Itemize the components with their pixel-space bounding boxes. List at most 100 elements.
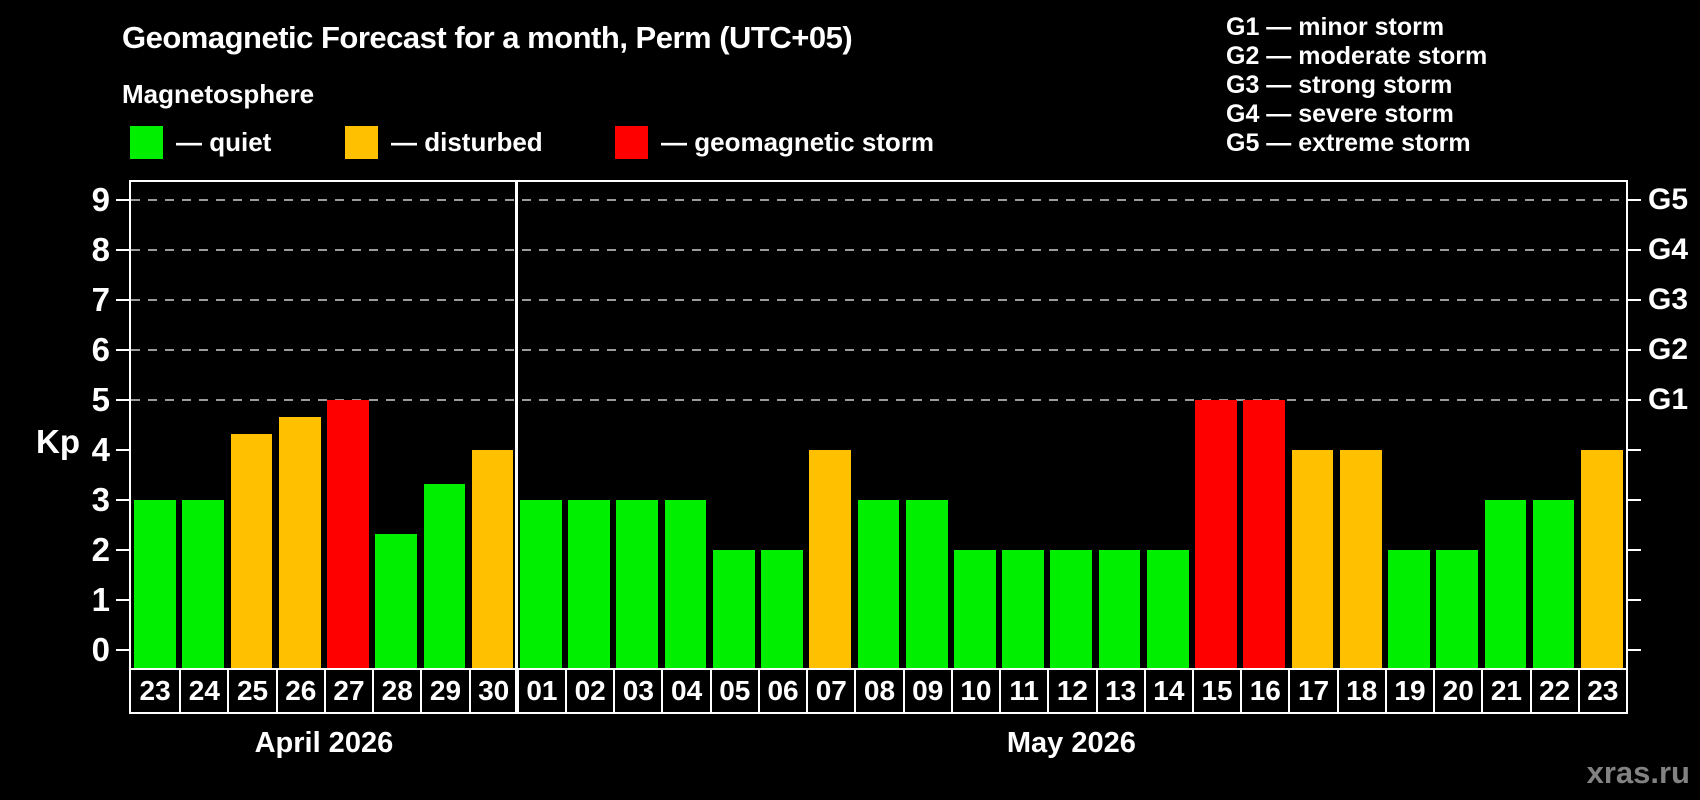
day-label-cell: 19 [1384, 670, 1433, 712]
kp-bar-day-29 [423, 483, 466, 668]
kp-bar-day-03 [616, 500, 659, 668]
g-level-label-g1: G1 [1648, 383, 1689, 416]
kp-bar-day-06 [761, 550, 803, 668]
g-level-label-g4: G4 [1648, 233, 1689, 266]
legend-item-disturbed: — disturbed [345, 126, 543, 159]
y-tick-label: 6 [91, 331, 110, 368]
right-axis-tick [1628, 249, 1641, 251]
day-label-cell: 30 [468, 670, 517, 712]
kp-bar-day-25 [230, 433, 273, 668]
g-level-label-g2: G2 [1648, 333, 1689, 366]
kp-bar-day-02 [568, 500, 610, 668]
day-label-cell: 27 [323, 670, 372, 712]
day-label-cell: 15 [1191, 670, 1240, 712]
right-axis-tick [1628, 549, 1641, 551]
kp-bar-day-27 [327, 400, 369, 668]
day-label-cell: 25 [227, 670, 275, 712]
magnetosphere-label: Magnetosphere [122, 79, 315, 109]
day-label-cell: 24 [179, 670, 227, 712]
right-axis-tick [1628, 449, 1641, 451]
kp-bar-day-07 [809, 450, 852, 668]
y-tick-label: 0 [91, 631, 110, 668]
kp-bar-day-20 [1436, 550, 1478, 668]
kp-bar-day-14 [1146, 550, 1189, 668]
kp-bar-day-23 [134, 500, 176, 668]
y-axis-tick [116, 299, 129, 301]
day-label-cell: 11 [999, 670, 1047, 712]
day-label-row: 23 24 25 26 27 28 29 30 01 02 03 04 05 06 07 08 09 10 11 12… [129, 668, 1628, 714]
quiet-color-swatch [130, 126, 163, 159]
gridline-kp8 [131, 249, 1626, 251]
y-axis-title: Kp [36, 423, 80, 460]
gridline-kp7 [131, 299, 1626, 301]
day-label-cell: 08 [854, 670, 902, 712]
y-tick-label: 7 [91, 281, 110, 318]
y-axis-tick [116, 599, 129, 601]
kp-bar-day-22 [1532, 500, 1575, 668]
page-title: Geomagnetic Forecast for a month, Perm (… [122, 20, 853, 55]
day-label-cell: 04 [661, 670, 709, 712]
y-axis-tick [116, 449, 129, 451]
kp-bar-day-09 [905, 500, 948, 668]
y-axis-tick [116, 349, 129, 351]
right-axis-tick [1628, 299, 1641, 301]
y-tick-label: 8 [91, 231, 110, 268]
kp-bar-day-18 [1339, 450, 1382, 668]
y-tick-label: 2 [91, 531, 110, 568]
kp-bar-day-24 [182, 500, 225, 668]
watermark: xras.ru [1586, 755, 1690, 790]
y-axis-tick [116, 499, 129, 501]
day-label-cell: 16 [1240, 670, 1288, 712]
day-label-cell: 09 [902, 670, 951, 712]
right-axis-tick [1628, 399, 1641, 401]
day-label-cell: 03 [613, 670, 661, 712]
day-label-cell: 12 [1047, 670, 1095, 712]
legend-item-quiet: — quiet [130, 126, 271, 159]
g-scale-legend-line: G5 — extreme storm [1226, 129, 1471, 157]
day-label-cell: 06 [757, 670, 806, 712]
month-label: April 2026 [254, 727, 394, 759]
kp-bar-day-12 [1050, 550, 1093, 668]
y-axis-tick [116, 199, 129, 201]
day-label-cell: 10 [950, 670, 999, 712]
kp-bar-day-15 [1195, 400, 1237, 668]
y-tick-label: 4 [91, 431, 110, 468]
plot-top-border [129, 180, 1628, 182]
day-label-cell: 13 [1095, 670, 1144, 712]
kp-bar-day-23 [1580, 450, 1623, 668]
y-tick-label: 9 [91, 181, 110, 218]
kp-bar-day-26 [278, 416, 321, 668]
day-label-cell: 07 [806, 670, 854, 712]
kp-bar-day-04 [664, 500, 707, 668]
kp-bar-day-28 [375, 533, 418, 668]
gridline-kp9 [131, 199, 1626, 201]
kp-bar-day-21 [1484, 500, 1527, 668]
right-axis-tick [1628, 349, 1641, 351]
kp-bar-day-01 [520, 500, 562, 668]
month-divider [515, 180, 519, 714]
g-level-label-g3: G3 [1648, 283, 1689, 316]
kp-bar-day-05 [712, 550, 755, 668]
g-scale-legend-line: G2 — moderate storm [1226, 42, 1488, 70]
kp-bar-day-10 [954, 550, 996, 668]
y-tick-label: 3 [91, 481, 110, 518]
day-label-cell: 26 [275, 670, 324, 712]
gridline-kp6 [131, 349, 1626, 351]
right-axis-line [1626, 180, 1628, 668]
day-label-cell: 02 [565, 670, 613, 712]
g-scale-legend-line: G3 — strong storm [1226, 71, 1453, 99]
legend-label-storm: — geomagnetic storm [661, 127, 935, 157]
legend-item-storm: — geomagnetic storm [615, 126, 934, 159]
y-axis-tick [116, 249, 129, 251]
kp-bar-day-08 [857, 500, 900, 668]
month-label: May 2026 [1006, 727, 1136, 759]
right-axis-tick [1628, 499, 1641, 501]
day-label-cell: 21 [1481, 670, 1529, 712]
kp-bar-day-30 [471, 450, 514, 668]
day-label-cell: 22 [1529, 670, 1578, 712]
disturbed-color-swatch [345, 126, 378, 159]
gridline-kp5 [131, 399, 1626, 401]
y-axis-tick [116, 549, 129, 551]
day-label-cell: 14 [1143, 670, 1192, 712]
